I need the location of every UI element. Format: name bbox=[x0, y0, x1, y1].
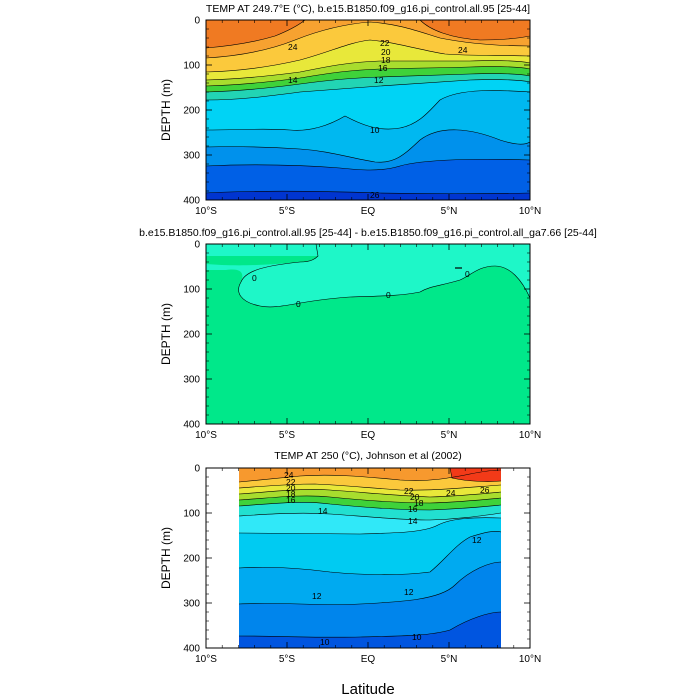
contour-label: 20 bbox=[410, 492, 420, 502]
contour-lines bbox=[206, 20, 530, 195]
contour-label: 12 bbox=[374, 75, 384, 85]
y-axis-label: DEPTH (m) bbox=[159, 79, 173, 141]
contour-label: 24 bbox=[284, 470, 294, 480]
y-tick-label: 200 bbox=[183, 330, 200, 341]
contour-label: 16 bbox=[286, 495, 296, 505]
contour-label: 24 bbox=[288, 42, 298, 52]
contour-label: 0 bbox=[252, 273, 257, 283]
contour-label: 12 bbox=[472, 535, 482, 545]
contour-label: 24 bbox=[446, 488, 456, 498]
contour-label-layer: 24 22 20 18 16 14 14 22 24 26 20 18 16 1… bbox=[284, 470, 490, 647]
contour-label-layer: 0 0 0 0 bbox=[252, 269, 470, 309]
contour-label: 26 bbox=[370, 190, 380, 200]
y-tick-label: 0 bbox=[194, 240, 200, 251]
y-axis-label: DEPTH (m) bbox=[159, 527, 173, 589]
contour-label: 14 bbox=[408, 516, 418, 526]
contour-label: 0 bbox=[386, 290, 391, 300]
contour-label: 10 bbox=[412, 632, 422, 642]
y-axis-label: DEPTH (m) bbox=[159, 303, 173, 365]
y-tick-label: 400 bbox=[183, 644, 200, 655]
contour-label-layer: 24 22 20 18 16 14 12 10 26 24 bbox=[288, 38, 468, 200]
contour-label: 22 bbox=[286, 477, 296, 487]
contour-label: 22 bbox=[380, 38, 390, 48]
band-fill bbox=[450, 468, 501, 482]
y-tick-label: 400 bbox=[183, 420, 200, 431]
contour-label: 20 bbox=[381, 47, 391, 57]
x-tick-label: 5°N bbox=[441, 430, 458, 441]
y-tick-label: 0 bbox=[194, 464, 200, 475]
contour-label: 12 bbox=[404, 587, 414, 597]
band-fill bbox=[206, 244, 530, 307]
contour-label: 10 bbox=[320, 637, 330, 647]
y-tick-label: 300 bbox=[183, 151, 200, 162]
contour-label: 12 bbox=[312, 591, 322, 601]
x-tick-label: 5°S bbox=[279, 430, 296, 441]
panel-model-temperature: TEMP AT 249.7°E (°C), b.e15.B1850.f09_g1… bbox=[205, 3, 531, 201]
y-tick-label: 200 bbox=[183, 106, 200, 117]
contour-label: 18 bbox=[381, 55, 391, 65]
y-tick-label: 100 bbox=[183, 61, 200, 72]
band-fill bbox=[420, 20, 530, 40]
contour-label: 20 bbox=[286, 483, 296, 493]
contour-label: 14 bbox=[318, 506, 328, 516]
contour-label: 0 bbox=[296, 299, 301, 309]
x-tick-label: 10°N bbox=[519, 654, 541, 665]
contour-label: 14 bbox=[288, 75, 298, 85]
x-tick-label: 10°S bbox=[195, 430, 217, 441]
y-tick-label: 400 bbox=[183, 196, 200, 207]
x-axis-label: Latitude bbox=[341, 681, 394, 698]
y-tick-label: 0 bbox=[194, 16, 200, 27]
contour-label: 18 bbox=[286, 489, 296, 499]
y-tick-label: 200 bbox=[183, 554, 200, 565]
contour-label: 16 bbox=[378, 63, 388, 73]
contour-field bbox=[206, 244, 530, 424]
panel-title: TEMP AT 249.7°E (°C), b.e15.B1850.f09_g1… bbox=[206, 3, 530, 15]
contour-field bbox=[238, 468, 502, 648]
y-tick-label: 100 bbox=[183, 285, 200, 296]
x-tick-label: 5°N bbox=[441, 206, 458, 217]
x-tick-label: 10°N bbox=[519, 206, 541, 217]
contour-label: 16 bbox=[408, 504, 418, 514]
contour-label: 10 bbox=[370, 125, 380, 135]
x-tick-label: 10°S bbox=[195, 206, 217, 217]
contour-label: 26 bbox=[480, 485, 490, 495]
contour-label: 24 bbox=[458, 45, 468, 55]
contour-label: 22 bbox=[404, 486, 414, 496]
panel-title: b.e15.B1850.f09_g16.pi_control.all.95 [2… bbox=[139, 227, 597, 239]
x-tick-label: EQ bbox=[361, 430, 376, 441]
band-fill bbox=[239, 468, 501, 482]
x-tick-label: EQ bbox=[361, 654, 376, 665]
y-tick-label: 100 bbox=[183, 509, 200, 520]
panel-title: TEMP AT 250 (°C), Johnson et al (2002) bbox=[274, 450, 461, 462]
x-tick-label: 5°S bbox=[279, 206, 296, 217]
panel-observed-temperature: TEMP AT 250 (°C), Johnson et al (2002) bbox=[205, 450, 531, 649]
x-tick-label: EQ bbox=[361, 206, 376, 217]
band-fill bbox=[206, 20, 305, 48]
contour-label: 0 bbox=[465, 269, 470, 279]
contour-field bbox=[206, 20, 530, 200]
contour-label: 18 bbox=[414, 498, 424, 508]
x-tick-label: 5°N bbox=[441, 654, 458, 665]
contour-lines bbox=[238, 244, 530, 308]
x-tick-label: 10°N bbox=[519, 430, 541, 441]
x-tick-label: 10°S bbox=[195, 654, 217, 665]
y-tick-label: 300 bbox=[183, 599, 200, 610]
x-tick-label: 5°S bbox=[279, 654, 296, 665]
panel-model-difference: b.e15.B1850.f09_g16.pi_control.all.95 [2… bbox=[139, 227, 597, 425]
contour-lines bbox=[238, 468, 502, 638]
y-tick-label: 300 bbox=[183, 375, 200, 386]
